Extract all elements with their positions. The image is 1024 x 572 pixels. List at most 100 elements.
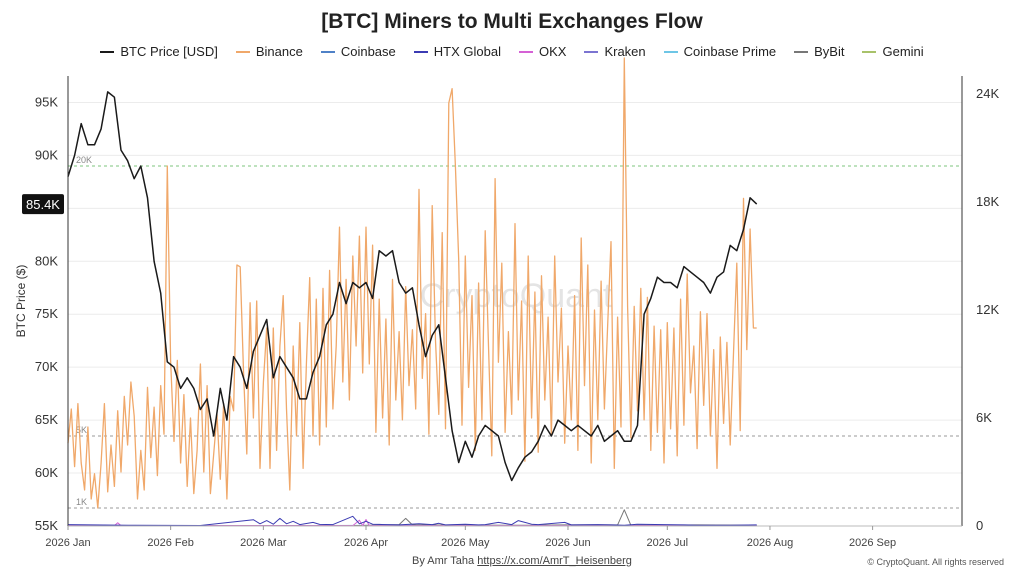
btc-price-point	[736, 250, 737, 251]
binance-flow-point	[114, 486, 115, 487]
legend-item[interactable]: Coinbase	[320, 44, 396, 59]
btc-price-point	[465, 441, 466, 442]
legend-item[interactable]: HTX Global	[413, 44, 501, 59]
reference-line-label: 5K	[76, 425, 87, 435]
binance-flow-point	[134, 416, 135, 417]
legend-swatch	[663, 50, 678, 53]
reference-line-label: 20K	[76, 155, 92, 165]
y-axis-title: BTC Price ($)	[14, 265, 28, 338]
btc-price-point	[326, 324, 327, 325]
legend-label: BTC Price [USD]	[120, 44, 218, 59]
legend-item[interactable]: ByBit	[794, 44, 844, 59]
legend[interactable]: BTC Price [USD] Binance Coinbase HTX Global…	[0, 44, 1024, 59]
btc-price-point	[471, 457, 472, 458]
btc-price-point	[564, 425, 565, 426]
btc-price-point	[94, 144, 95, 145]
author-link[interactable]: https://x.com/AmrT_Heisenberg	[477, 555, 632, 567]
btc-price-point	[346, 303, 347, 304]
binance-flow-point	[382, 417, 383, 418]
binance-flow-point	[481, 419, 482, 420]
btc-price-point	[478, 435, 479, 436]
copyright-notice: © CryptoQuant. All rights reserved	[867, 557, 1004, 567]
binance-flow-point	[312, 435, 313, 436]
binance-flow-line	[67, 57, 757, 509]
legend-item[interactable]: Gemini	[862, 44, 924, 59]
binance-flow-point	[710, 435, 711, 436]
binance-flow-point	[74, 466, 75, 467]
binance-flow-point	[124, 396, 125, 397]
btc-price-line	[67, 91, 758, 482]
binance-flow-point	[488, 345, 489, 346]
binance-flow-point	[700, 311, 701, 312]
btc-price-point	[657, 277, 658, 278]
binance-flow-point	[77, 403, 78, 404]
binance-flow-point	[607, 324, 608, 325]
legend-label: Kraken	[604, 44, 646, 59]
binance-flow-point	[753, 327, 754, 328]
binance-flow-point	[505, 432, 506, 433]
legend-item[interactable]: Binance	[235, 44, 303, 59]
binance-flow-point	[455, 165, 456, 166]
binance-flow-point	[346, 279, 347, 280]
binance-flow-point	[485, 230, 486, 231]
binance-flow-point	[730, 444, 731, 445]
binance-flow-point	[177, 360, 178, 361]
binance-flow-point	[435, 340, 436, 341]
btc-price-point	[538, 441, 539, 442]
binance-flow-point	[97, 507, 98, 508]
binance-flow-point	[478, 282, 479, 283]
btc-price-point	[233, 356, 234, 357]
btc-price-point	[697, 277, 698, 278]
btc-price-point	[226, 420, 227, 421]
binance-flow-point	[405, 286, 406, 287]
binance-flow-point	[289, 489, 290, 490]
legend-item[interactable]: BTC Price [USD]	[100, 44, 218, 59]
binance-flow-point	[617, 317, 618, 318]
btc-price-point	[577, 425, 578, 426]
binance-flow-point	[743, 198, 744, 199]
legend-item[interactable]: Coinbase Prime	[663, 44, 776, 59]
btc-price-point	[485, 425, 486, 426]
binance-flow-point	[577, 450, 578, 451]
binance-flow-point	[554, 255, 555, 256]
binance-flow-point	[210, 493, 211, 494]
btc-price-point	[259, 335, 260, 336]
binance-flow-point	[660, 329, 661, 330]
binance-flow-point	[197, 450, 198, 451]
binance-flow-point	[170, 360, 171, 361]
btc-price-point	[445, 377, 446, 378]
binance-flow-point	[564, 443, 565, 444]
btc-price-point	[703, 282, 704, 283]
binance-flow-point	[511, 414, 512, 415]
btc-price-point	[87, 144, 88, 145]
btc-price-point	[750, 197, 751, 198]
btc-price-point	[723, 271, 724, 272]
binance-flow-point	[389, 444, 390, 445]
btc-price-point	[312, 372, 313, 373]
binance-flow-point	[91, 498, 92, 499]
btc-price-point	[591, 435, 592, 436]
binance-flow-point	[352, 255, 353, 256]
reference-line-label: 1K	[76, 497, 87, 507]
legend-item[interactable]: Kraken	[584, 44, 646, 59]
binance-flow-point	[336, 345, 337, 346]
y-left-tick-label: 65K	[35, 412, 58, 427]
y-left-tick-label: 55K	[35, 518, 58, 533]
btc-price-point	[452, 430, 453, 431]
binance-flow-point	[706, 313, 707, 314]
btc-price-point	[531, 451, 532, 452]
btc-price-point	[730, 245, 731, 246]
legend-item[interactable]: OKX	[518, 44, 566, 59]
btc-price-point	[193, 388, 194, 389]
legend-label: ByBit	[814, 44, 845, 59]
binance-flow-point	[293, 345, 294, 346]
binance-flow-point	[250, 302, 251, 303]
binance-flow-point	[207, 385, 208, 386]
binance-flow-point	[233, 410, 234, 411]
legend-swatch	[320, 50, 335, 53]
btc-price-point	[101, 128, 102, 129]
btc-price-point	[273, 377, 274, 378]
btc-price-point	[379, 250, 380, 251]
binance-flow-point	[587, 264, 588, 265]
btc-price-point	[359, 287, 360, 288]
